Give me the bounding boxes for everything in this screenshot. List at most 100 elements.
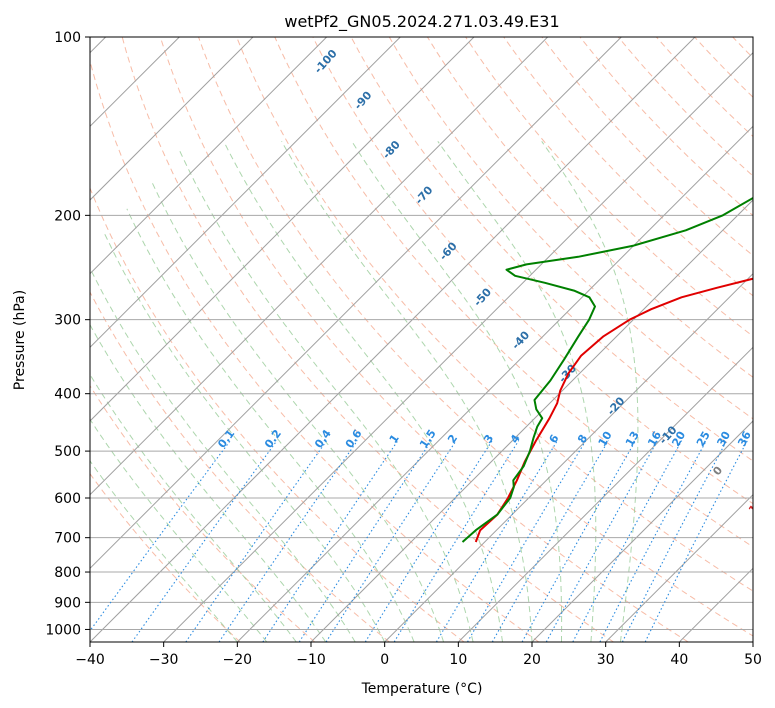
mixing-ratio-line bbox=[325, 440, 457, 642]
mixing-ratio-line bbox=[521, 440, 637, 642]
moist-adiabat-label: 10 bbox=[746, 496, 766, 516]
mixing-ratio-label: 10 bbox=[596, 429, 615, 449]
y-tick-label: 100 bbox=[54, 30, 81, 46]
isotherm-line bbox=[531, 420, 753, 642]
dry-adiabat-line bbox=[90, 472, 241, 642]
mixing-ratio-label: 0.4 bbox=[312, 427, 334, 451]
x-tick-label: 30 bbox=[597, 652, 615, 668]
isotherm-line bbox=[90, 37, 401, 349]
mixing-ratio-line bbox=[599, 440, 707, 642]
isotherm-line bbox=[90, 37, 549, 496]
x-axis-label: Temperature (°C) bbox=[361, 681, 483, 697]
dry-adiabat-label: -50 bbox=[471, 285, 494, 309]
dry-adiabat-line bbox=[121, 37, 614, 642]
mixing-ratio-label: 3 bbox=[481, 432, 496, 445]
profile-series bbox=[461, 196, 753, 543]
dry-adiabat-line bbox=[198, 37, 753, 637]
dry-adiabat-label: -40 bbox=[509, 328, 532, 352]
mixing-ratio-line bbox=[218, 440, 358, 642]
dry-adiabat-label: -100 bbox=[312, 47, 340, 76]
x-tick-label: −10 bbox=[296, 652, 326, 668]
isotherm-line bbox=[90, 37, 696, 642]
dry-adiabat-line bbox=[503, 37, 753, 297]
moist-adiabat-line bbox=[281, 141, 533, 642]
mixing-ratio-line bbox=[185, 440, 328, 642]
moist-adiabat-line bbox=[150, 180, 445, 642]
dry-adiabat-line bbox=[656, 37, 753, 138]
mixing-ratio-label: 1 bbox=[387, 432, 402, 446]
isotherm-line bbox=[457, 346, 753, 642]
mixing-ratio-line bbox=[621, 440, 728, 642]
dry-adiabat-line bbox=[426, 37, 753, 378]
moist-adiabat-line bbox=[90, 418, 268, 642]
mixing-ratio-line bbox=[545, 440, 659, 642]
mixing-ratio-label: 25 bbox=[694, 429, 713, 449]
isotherm-line bbox=[163, 51, 753, 642]
isotherm-line bbox=[90, 37, 254, 201]
dry-adiabat-line bbox=[694, 37, 753, 98]
x-tick-label: 50 bbox=[744, 652, 762, 668]
y-tick-label: 500 bbox=[54, 444, 81, 460]
chart-title: wetPf2_GN05.2024.271.03.49.E31 bbox=[284, 12, 559, 32]
mixing-ratio-line bbox=[90, 440, 231, 632]
dry-adiabat-line bbox=[732, 37, 753, 59]
mixing-ratio-line bbox=[435, 440, 558, 642]
mixing-ratio-line bbox=[393, 440, 520, 642]
mixing-ratio-line bbox=[262, 440, 399, 642]
dry-adiabat-line bbox=[274, 37, 753, 548]
dry-adiabat-line bbox=[159, 37, 689, 642]
mixing-ratio-line bbox=[364, 440, 493, 642]
dry-adiabat-line bbox=[90, 384, 316, 642]
y-tick-label: 300 bbox=[54, 313, 81, 329]
y-tick-label: 600 bbox=[54, 491, 81, 507]
dry-adiabat-label: -90 bbox=[352, 89, 375, 113]
x-tick-label: 10 bbox=[449, 652, 467, 668]
x-tick-label: −40 bbox=[75, 652, 105, 668]
isotherm-line bbox=[605, 493, 753, 642]
mixing-ratio-label: 0.1 bbox=[215, 427, 237, 450]
moist-adiabat-line bbox=[104, 233, 386, 642]
mixing-ratio-label: 2 bbox=[445, 432, 460, 446]
dry-adiabat-label: -20 bbox=[605, 394, 628, 418]
y-tick-label: 1000 bbox=[45, 622, 81, 638]
moist-adiabat-line bbox=[90, 460, 238, 642]
dry-adiabat-line bbox=[388, 37, 753, 420]
dry-adiabat-line bbox=[312, 37, 753, 505]
dry-adiabat-line bbox=[350, 37, 753, 462]
isotherm-line bbox=[678, 567, 753, 642]
y-tick-label: 700 bbox=[54, 531, 81, 547]
dry-adiabat-label: -60 bbox=[437, 239, 460, 263]
mixing-ratio-label: 0.2 bbox=[262, 427, 284, 450]
dry-adiabat-line bbox=[90, 59, 540, 642]
x-tick-label: −20 bbox=[223, 652, 253, 668]
y-axis-ticks: 100 200 300 400 500 600 700 800 900 1000 bbox=[45, 30, 90, 638]
mixing-ratio-line bbox=[491, 440, 609, 642]
y-tick-label: 200 bbox=[54, 208, 81, 224]
dry-adiabat-label: -70 bbox=[413, 183, 436, 207]
x-tick-label: −30 bbox=[149, 652, 179, 668]
isotherm-line bbox=[90, 37, 622, 570]
dry-adiabat-line bbox=[90, 291, 390, 642]
mixing-ratio-label: 36 bbox=[735, 429, 754, 449]
moist-adiabat-line bbox=[178, 149, 474, 642]
y-axis-label: Pressure (hPa) bbox=[12, 290, 28, 390]
mixing-ratio-label: 1.5 bbox=[417, 427, 439, 450]
background-lines bbox=[90, 37, 753, 642]
x-tick-label: 0 bbox=[380, 652, 389, 668]
y-tick-label: 800 bbox=[54, 565, 81, 581]
isotherm-line bbox=[310, 199, 753, 642]
mixing-ratio-line bbox=[572, 440, 683, 642]
dewpoint-profile-line bbox=[461, 196, 753, 543]
x-axis-ticks: −40 −30 −20 −10 0 10 20 30 40 50 bbox=[75, 642, 762, 668]
isotherm-line bbox=[90, 37, 475, 422]
moist-adiabat-line bbox=[223, 141, 503, 642]
dry-adiabat-line bbox=[617, 37, 753, 177]
y-tick-label: 400 bbox=[54, 387, 81, 403]
mixing-ratio-line bbox=[298, 440, 432, 642]
mixing-ratio-line bbox=[467, 440, 587, 642]
line-labels: 0.1 0.2 0.4 0.6 1 1.5 2 3 4 6 8 10 13 16 20 25 30 36-100-… bbox=[215, 47, 766, 517]
mixing-ratio-label: 8 bbox=[575, 432, 590, 445]
plot-frame bbox=[89, 36, 754, 643]
mixing-ratio-line bbox=[131, 440, 278, 642]
